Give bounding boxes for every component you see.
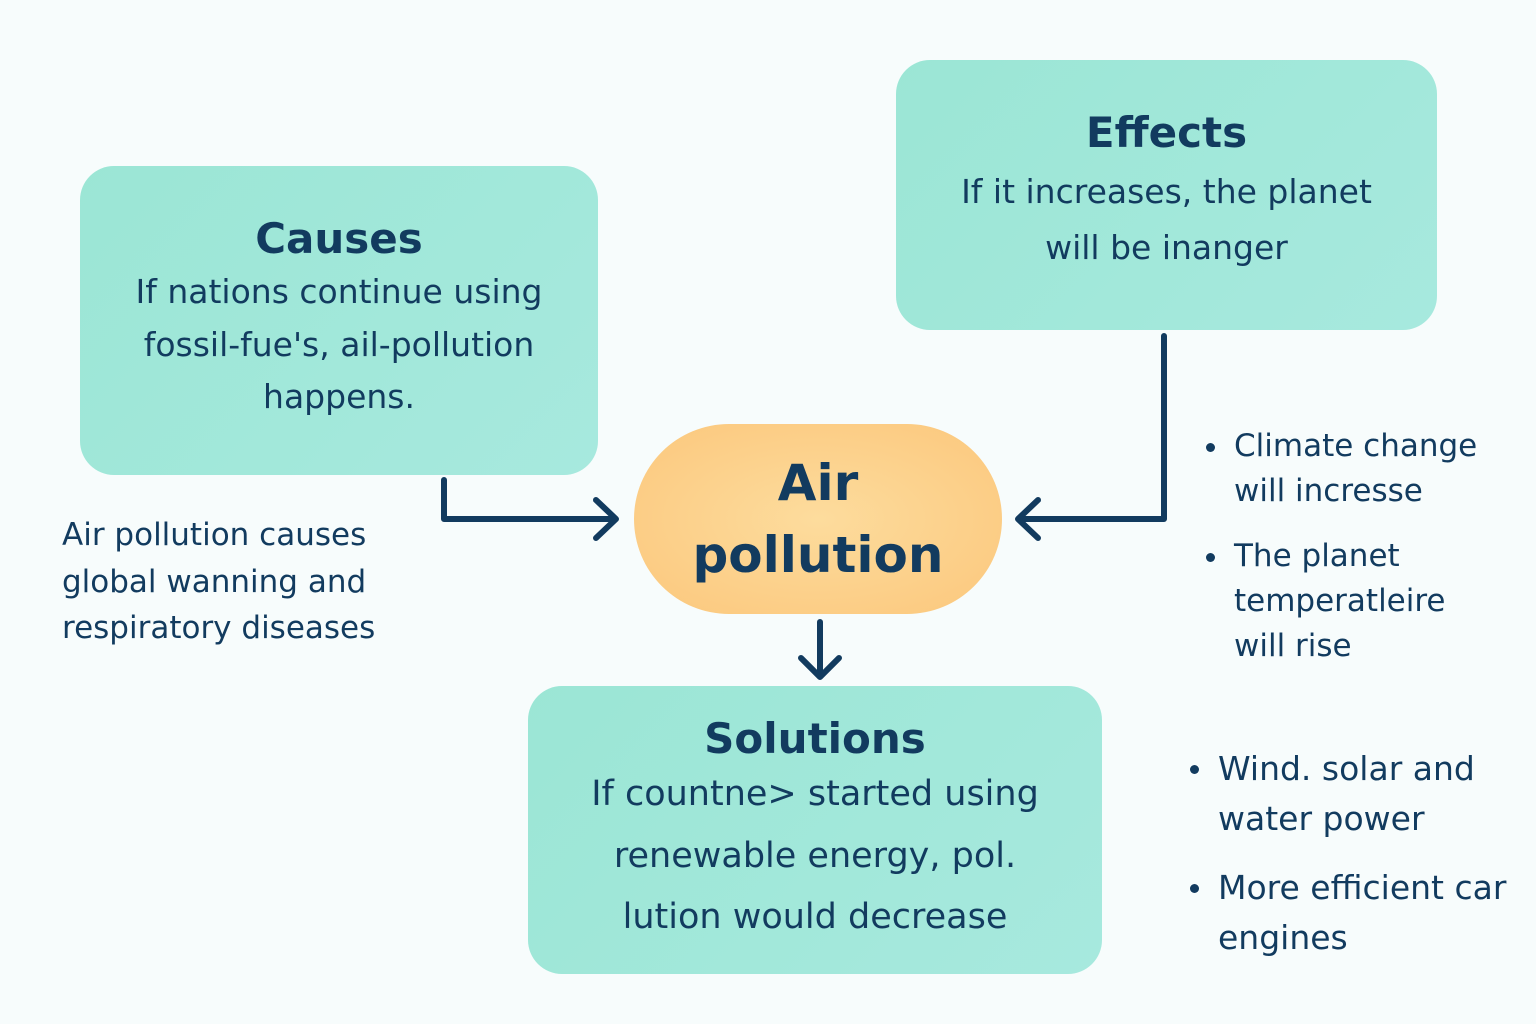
causes-card: Causes If nations continue using fossil-… — [80, 166, 598, 475]
air-pollution-node: Air pollution — [634, 424, 1002, 614]
effects-body: If it increases, the planet will be inan… — [961, 172, 1372, 268]
solutions-arrowhead — [798, 655, 842, 680]
air-pollution-label: Air pollution — [692, 453, 944, 585]
solutions-title: Solutions — [704, 714, 926, 763]
effects-to-center-arrow — [1019, 333, 1167, 522]
effects-arrowhead — [1015, 497, 1041, 541]
causes-body: If nations continue using fossil-fue's, … — [135, 272, 543, 416]
causes-to-center-arrow — [441, 477, 615, 522]
causes-arrowhead — [593, 497, 619, 541]
causes-note: Air pollution causes global wanning and … — [62, 517, 376, 646]
solutions-bullet-item: More efficient car engines — [1190, 863, 1520, 962]
solutions-body: If countne> started using renewable ener… — [591, 774, 1039, 937]
solutions-bullet-item: Wind. solar and water power — [1190, 744, 1520, 843]
causes-title: Causes — [255, 214, 423, 263]
effects-bullet-item: Climate change will incresse — [1206, 424, 1506, 514]
effects-bullet-item: The planet temperatleire will rise — [1206, 534, 1506, 669]
effects-card: Effects If it increases, the planet will… — [896, 60, 1437, 330]
solutions-bullet-list: Wind. solar and water power More efficie… — [1190, 744, 1520, 982]
effects-title: Effects — [1085, 108, 1248, 157]
effects-bullet-list: Climate change will incresse The planet … — [1206, 424, 1506, 689]
solutions-card: Solutions If countne> started using rene… — [528, 686, 1102, 974]
